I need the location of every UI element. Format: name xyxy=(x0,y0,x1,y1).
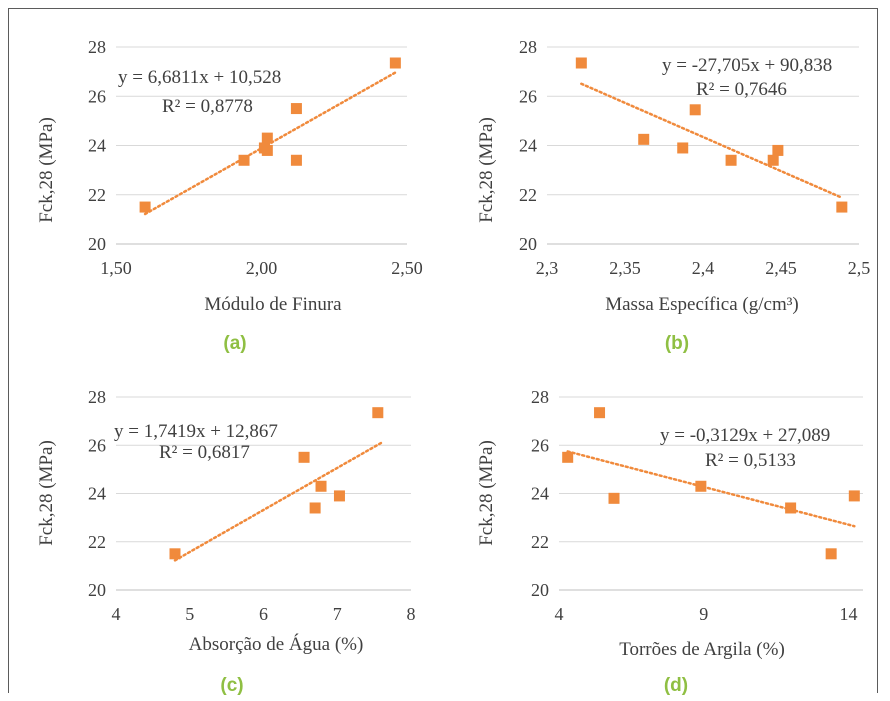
y-tick-label: 20 xyxy=(88,580,106,600)
x-tick-label: 1,50 xyxy=(100,258,132,278)
trendline xyxy=(566,450,856,528)
trendline xyxy=(143,71,397,216)
panel-label-b: (b) xyxy=(664,333,690,354)
x-tick-label: 2,5 xyxy=(848,258,871,278)
x-tick-label: 5 xyxy=(185,604,194,624)
chart-c-plot: Fck,28 (MPa) Absorção de Água (%) 20 22 24… xyxy=(36,387,416,655)
x-axis-label: Massa Específica (g/cm³) xyxy=(605,294,799,315)
y-tick-label: 28 xyxy=(531,387,549,407)
y-tick-label: 24 xyxy=(88,136,106,156)
y-tick-label: 26 xyxy=(519,86,537,106)
y-axis-label: Fck,28 (MPa) xyxy=(476,117,497,223)
x-tick-label: 2,3 xyxy=(536,258,559,278)
panel-b: Fck,28 (MPa) Massa Específica (g/cm³) 20… xyxy=(460,25,880,325)
trendline xyxy=(580,82,844,199)
data-point xyxy=(261,144,273,156)
y-tick-label: 28 xyxy=(519,37,537,57)
data-point xyxy=(290,103,302,115)
y-tick-label: 22 xyxy=(88,185,106,205)
r-squared-label: R² = 0,8778 xyxy=(162,96,253,117)
chart-d-plot: Fck,28 (MPa) Torrões de Argila (%) 20 22 2… xyxy=(476,387,863,660)
data-point xyxy=(785,502,797,514)
data-point xyxy=(575,57,587,69)
y-tick-label: 22 xyxy=(88,532,106,552)
data-point xyxy=(333,490,345,502)
y-tick-label: 26 xyxy=(88,86,106,106)
y-tick-label: 22 xyxy=(531,532,549,552)
data-point xyxy=(372,407,384,419)
y-tick-label: 20 xyxy=(519,234,537,254)
data-point xyxy=(389,57,401,69)
y-tick-label: 20 xyxy=(531,580,549,600)
data-point xyxy=(695,480,707,492)
x-axis-label: Torrões de Argila (%) xyxy=(619,639,785,660)
panel-d: Fck,28 (MPa) Torrões de Argila (%) 20 22 2… xyxy=(460,375,880,675)
panel-label-a: (a) xyxy=(223,333,247,354)
data-point xyxy=(594,407,606,419)
y-tick-label: 20 xyxy=(88,234,106,254)
x-tick-label: 4 xyxy=(555,604,564,624)
data-point xyxy=(772,144,784,156)
x-tick-label: 14 xyxy=(840,604,858,624)
trendline xyxy=(173,441,383,562)
x-tick-label: 2,35 xyxy=(609,258,641,278)
chart-b-plot: Fck,28 (MPa) Massa Específica (g/cm³) 20… xyxy=(476,37,871,315)
x-tick-label: 2,50 xyxy=(391,258,423,278)
x-tick-label: 6 xyxy=(259,604,268,624)
y-tick-label: 26 xyxy=(88,435,106,455)
trendline-equation: y = -0,3129x + 27,089 xyxy=(660,425,830,446)
panel-a: Fck,28 (MPa) Módulo de Finura 20 22 24 26 28… xyxy=(20,25,440,325)
trendline-equation: y = -27,705x + 90,838 xyxy=(662,55,832,76)
x-tick-label: 2,45 xyxy=(765,258,797,278)
data-point xyxy=(298,451,310,463)
y-tick-label: 24 xyxy=(88,484,106,504)
data-point xyxy=(309,502,321,514)
trendline-equation: y = 6,6811x + 10,528 xyxy=(118,67,281,88)
x-tick-label: 9 xyxy=(699,604,708,624)
data-point xyxy=(638,133,650,145)
r-squared-label: R² = 0,5133 xyxy=(705,450,796,471)
x-tick-label: 4 xyxy=(112,604,121,624)
data-point xyxy=(836,201,848,213)
y-tick-label: 24 xyxy=(531,484,549,504)
y-axis-label: Fck,28 (MPa) xyxy=(36,117,57,223)
data-point xyxy=(562,451,574,463)
r-squared-label: R² = 0,6817 xyxy=(159,442,250,463)
x-tick-label: 7 xyxy=(333,604,342,624)
x-axis-label: Módulo de Finura xyxy=(204,294,342,315)
panel-label-c: (c) xyxy=(220,675,244,696)
x-tick-label: 8 xyxy=(407,604,416,624)
data-point xyxy=(848,490,860,502)
y-tick-label: 24 xyxy=(519,136,537,156)
x-tick-label: 2,00 xyxy=(246,258,278,278)
data-point xyxy=(689,104,701,116)
y-tick-label: 28 xyxy=(88,387,106,407)
panel-label-d: (d) xyxy=(663,675,689,696)
data-point xyxy=(315,480,327,492)
data-point xyxy=(825,548,837,560)
trendline-equation: y = 1,7419x + 12,867 xyxy=(114,421,278,442)
data-point xyxy=(725,154,737,166)
y-axis-label: Fck,28 (MPa) xyxy=(476,440,497,546)
panel-c: Fck,28 (MPa) Absorção de Água (%) 20 22 24… xyxy=(20,375,440,675)
data-point xyxy=(677,142,689,154)
y-tick-label: 26 xyxy=(531,435,549,455)
data-point xyxy=(261,132,273,144)
chart-a-plot: Fck,28 (MPa) Módulo de Finura 20 22 24 26 28… xyxy=(36,37,423,315)
x-axis-label: Absorção de Água (%) xyxy=(189,633,364,655)
x-tick-label: 2,4 xyxy=(692,258,715,278)
data-point xyxy=(238,154,250,166)
y-tick-label: 22 xyxy=(519,185,537,205)
data-point xyxy=(608,492,620,504)
y-tick-label: 28 xyxy=(88,37,106,57)
data-point xyxy=(169,548,181,560)
y-axis-label: Fck,28 (MPa) xyxy=(36,440,57,546)
data-point xyxy=(290,154,302,166)
data-point xyxy=(767,154,779,166)
r-squared-label: R² = 0,7646 xyxy=(696,79,787,100)
data-point xyxy=(139,201,151,213)
figure-frame xyxy=(8,8,878,693)
